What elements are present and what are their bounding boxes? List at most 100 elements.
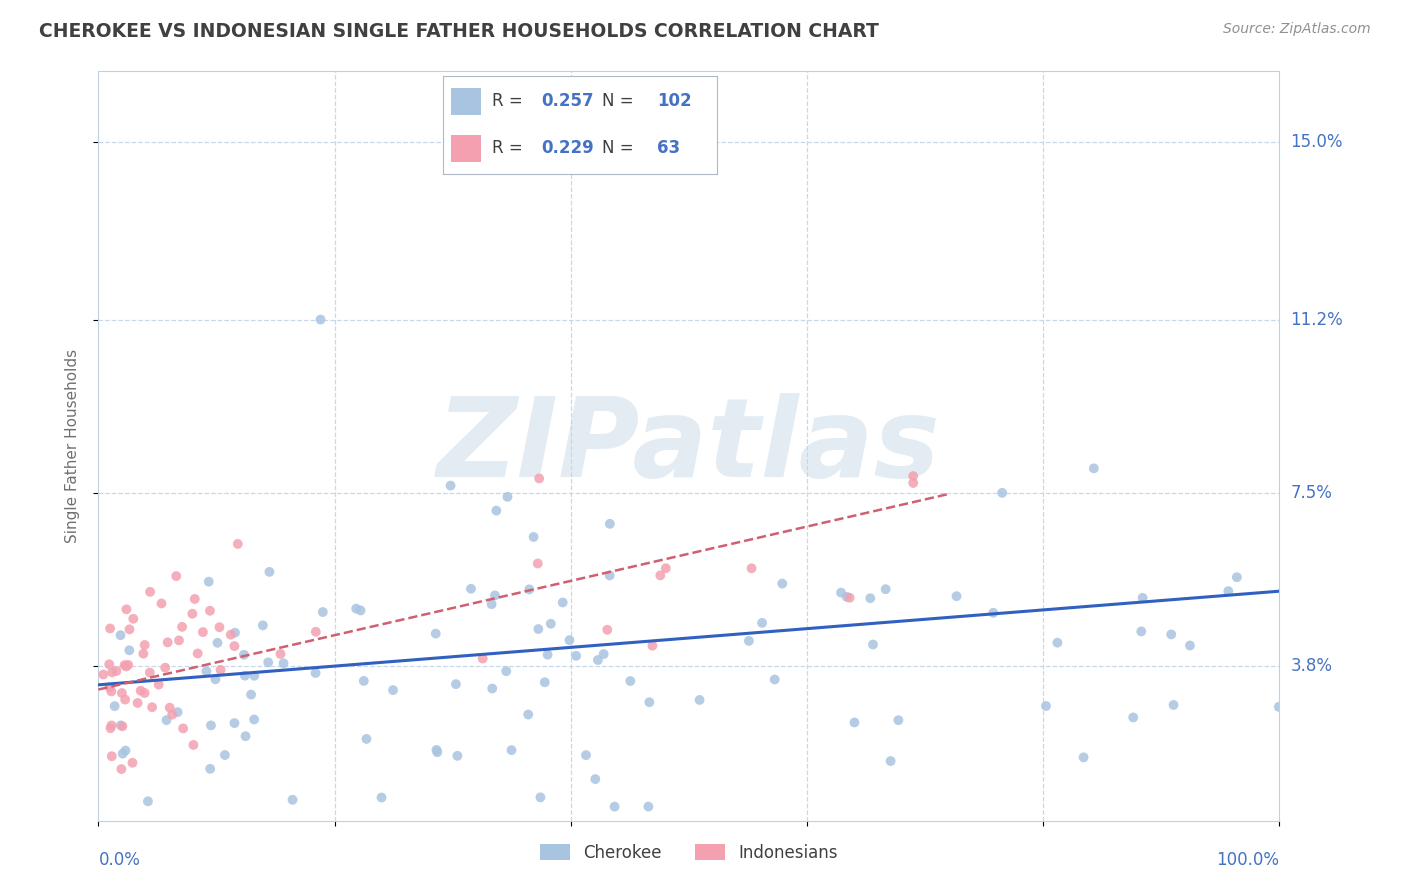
Point [104,699,127,714]
Point [517,582,540,597]
Point [155,713,177,727]
Text: 3.8%: 3.8% [1291,657,1333,675]
Point [583,772,606,786]
Point [187,647,209,661]
Point [198,762,221,776]
Point [114,658,136,673]
Point [1083,461,1105,475]
Point [945,589,967,603]
Point [105,664,128,678]
Point [98,657,121,672]
Bar [451,87,481,115]
Text: 7.5%: 7.5% [1291,483,1333,502]
Point [439,478,461,492]
Point [596,623,619,637]
Point [536,648,558,662]
Point [599,568,621,582]
Text: 100.0%: 100.0% [1216,851,1279,869]
Point [650,568,672,582]
Point [159,700,181,714]
Point [252,618,274,632]
Point [901,469,924,483]
Point [655,561,678,575]
Text: 11.2%: 11.2% [1291,310,1343,328]
Point [155,661,177,675]
Point [312,605,335,619]
Point [444,677,467,691]
Point [110,762,132,776]
Text: 0.229: 0.229 [541,139,595,157]
Text: 0.257: 0.257 [541,93,595,111]
Point [200,718,222,732]
Point [240,688,263,702]
Point [91,667,114,681]
Point [111,686,134,700]
Point [529,790,551,805]
Point [496,490,519,504]
Point [172,722,194,736]
Point [619,673,641,688]
Point [1132,591,1154,605]
Point [527,622,550,636]
Point [259,565,281,579]
Legend: Cherokee, Indonesians: Cherokee, Indonesians [533,838,845,869]
Point [592,647,614,661]
Point [830,585,852,599]
Point [100,749,122,764]
Text: CHEROKEE VS INDONESIAN SINGLE FATHER HOUSEHOLDS CORRELATION CHART: CHEROKEE VS INDONESIAN SINGLE FATHER HOU… [39,22,879,41]
Point [98,622,121,636]
Point [349,603,371,617]
Point [522,530,544,544]
Point [134,686,156,700]
Point [183,738,205,752]
Point [172,620,194,634]
Text: 0.0%: 0.0% [98,851,141,869]
Point [127,696,149,710]
Point [160,707,183,722]
Point [150,597,173,611]
Point [111,747,134,761]
Point [838,591,860,605]
Point [981,606,1004,620]
Point [281,793,304,807]
Point [235,729,257,743]
Point [270,647,292,661]
Point [117,657,139,672]
Point [689,693,711,707]
Point [517,707,540,722]
Point [603,799,626,814]
Point [219,628,242,642]
Point [565,648,588,663]
Point [638,695,661,709]
Point [599,516,621,531]
Point [110,628,132,642]
Point [214,747,236,762]
Point [198,604,221,618]
Point [353,673,375,688]
Point [195,664,218,678]
Point [879,754,901,768]
Point [166,705,188,719]
Point [862,638,884,652]
Point [1268,699,1291,714]
Point [118,643,141,657]
Point [148,677,170,691]
Point [586,653,609,667]
Point [1160,627,1182,641]
Point [495,664,517,678]
Point [770,576,793,591]
Point [382,683,405,698]
Text: R =: R = [492,139,529,157]
Point [527,471,550,485]
Text: 102: 102 [657,93,692,111]
Point [481,681,503,696]
Point [207,636,229,650]
Point [209,663,232,677]
Point [1226,570,1249,584]
Point [481,597,503,611]
Point [551,595,574,609]
Point [751,615,773,630]
Point [167,633,190,648]
Point [305,624,328,639]
Point [637,799,659,814]
